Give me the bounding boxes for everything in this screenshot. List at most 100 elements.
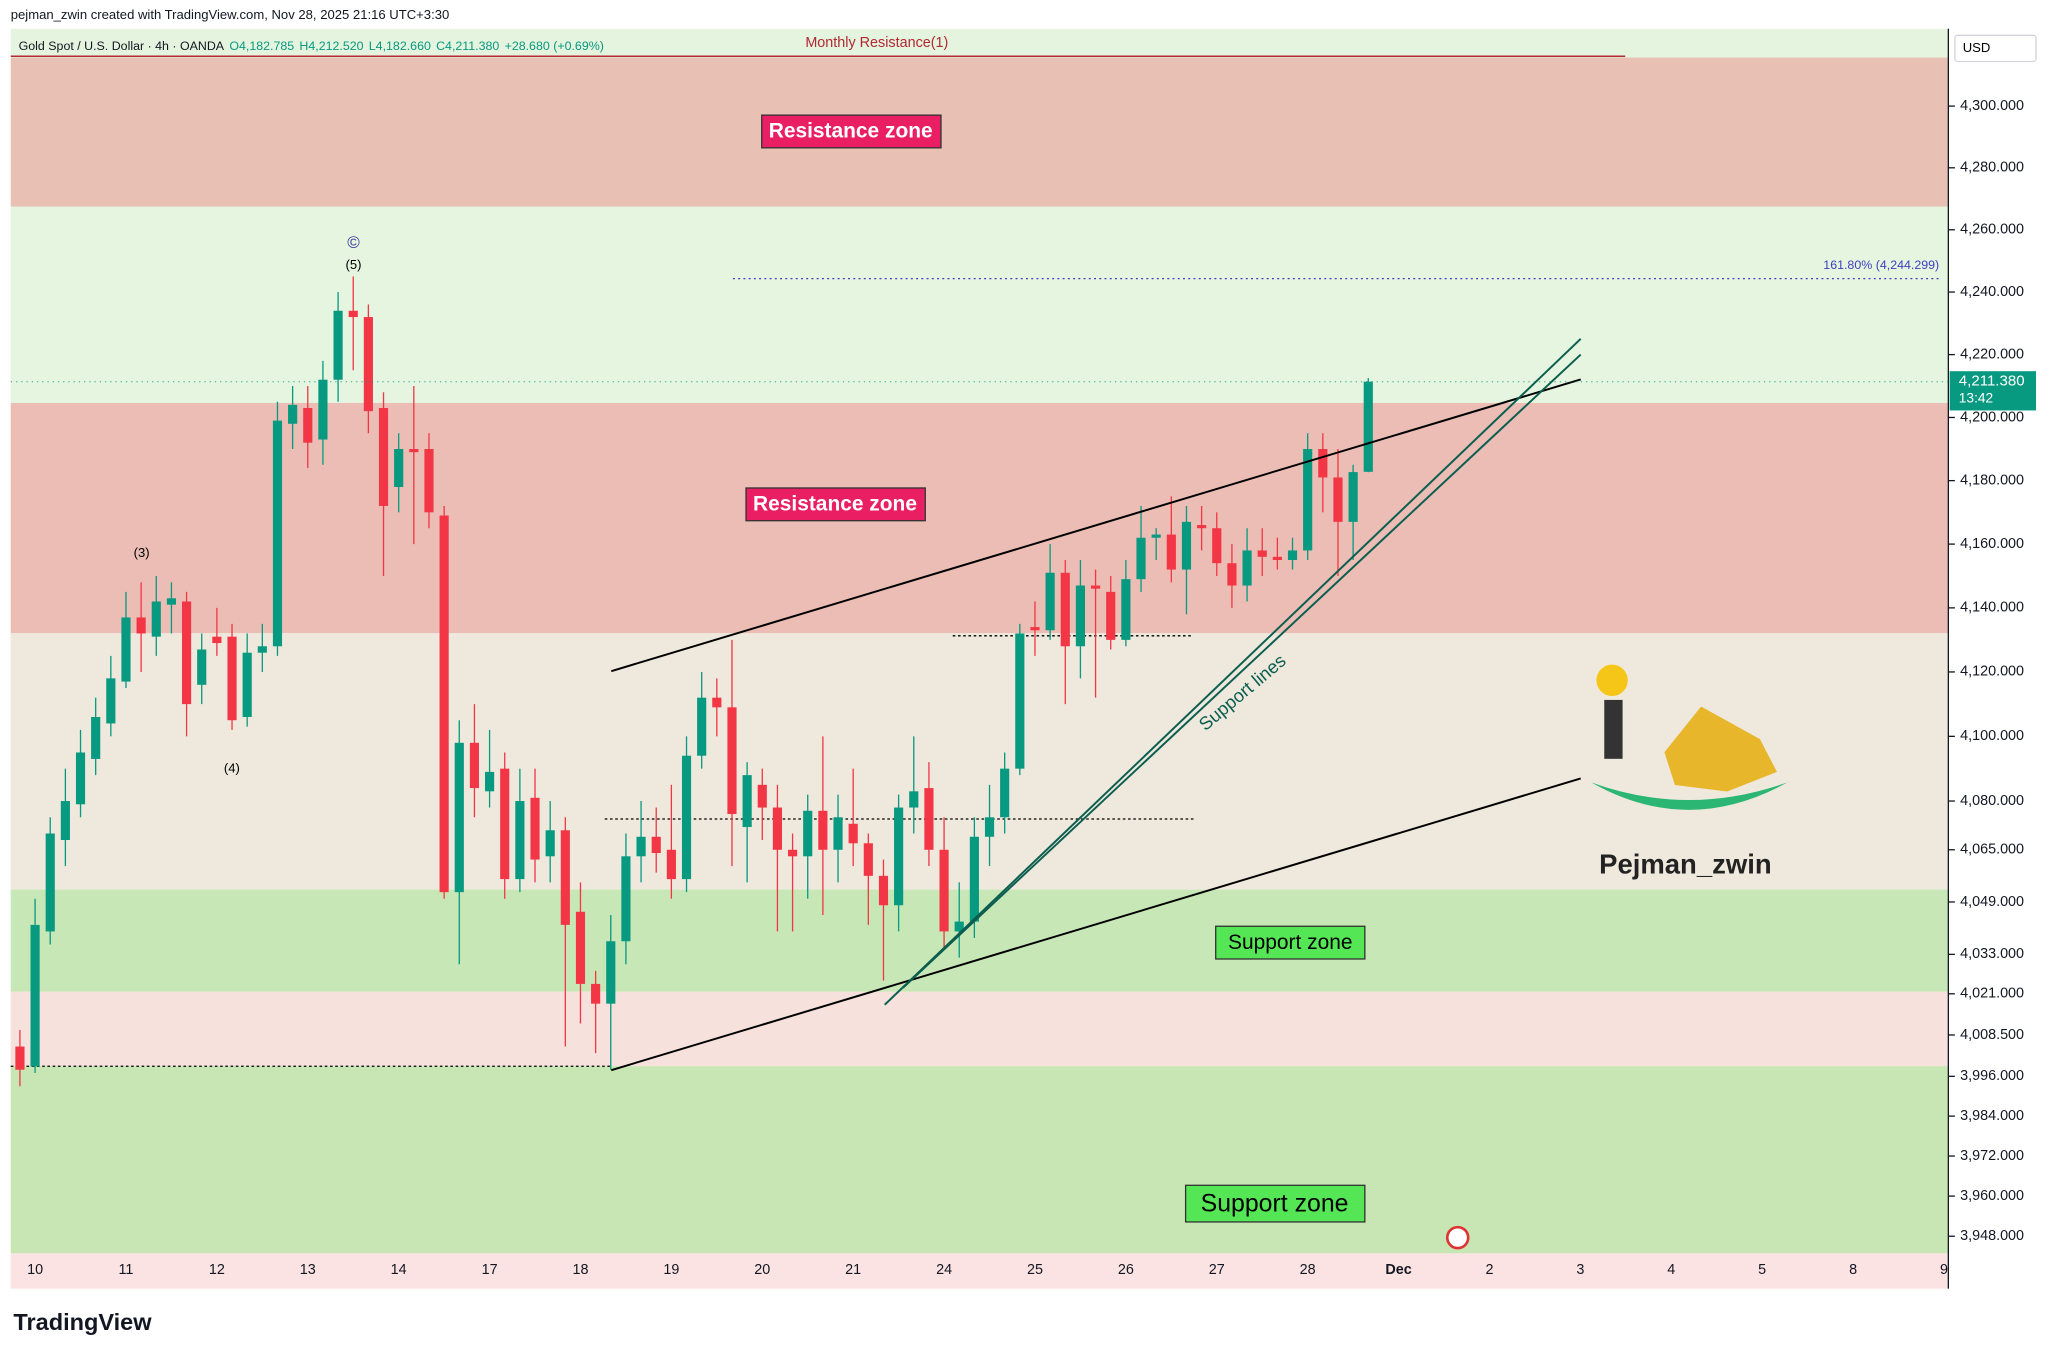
ohlc-change: +28.680 (+0.69%) [505,39,604,53]
candle-body [681,755,692,880]
candles [15,276,1373,1087]
candle-body [91,716,101,759]
candle-body [1121,579,1131,640]
candle-body [1000,768,1010,818]
last-price-box [1949,371,2036,411]
candle-body [757,784,767,808]
candle-body [939,849,949,932]
x-tick-label: 25 [1027,1262,1043,1278]
candle-body [242,652,252,717]
currency: USD [1963,40,1991,55]
candle-body [424,449,434,513]
candle-body [1348,472,1358,522]
y-tick-label: 4,100.000 [1960,728,2024,744]
candle-body [787,849,798,857]
x-tick-label: 20 [754,1262,770,1278]
candle-body [484,771,495,792]
neutral-zone [10,206,1949,403]
zone-label: Resistance zone [769,120,933,143]
candle-body [560,830,570,925]
zone-label-box [1184,1184,1366,1223]
support-zone [10,1066,1949,1254]
candle-body [333,310,343,380]
y-tick-label: 4,280.000 [1960,160,2024,176]
candle-body [106,678,116,724]
watermark: Pejman_zwin [1599,848,1772,879]
x-tick-label: 8 [1849,1262,1857,1278]
candle-body [1287,550,1298,561]
candle-body [697,697,707,756]
candle-body [60,801,70,841]
candle-body [742,775,752,828]
symbol-title: Gold Spot / U.S. Dollar · 4h · OANDA [19,39,225,53]
x-tick-label: 12 [209,1262,225,1278]
candle-body [909,791,919,808]
fib-label: 161.80% (4,244.299) [1823,258,1939,272]
candle-body [1030,627,1040,631]
candle-body [863,843,873,876]
candle-body [1212,528,1222,564]
candle-body [363,317,373,412]
candle-body [181,601,192,705]
y-tick-label: 4,180.000 [1960,472,2024,488]
y-tick-label: 4,300.000 [1960,98,2024,114]
candle-body [15,1046,25,1070]
miner-helmet [1596,664,1628,697]
candle-body [1090,585,1101,589]
candle-body [848,823,858,844]
candle-body [606,941,616,1004]
candle-body [772,807,783,850]
x-tick-label: 4 [1667,1262,1675,1278]
x-tick-label: 27 [1209,1262,1225,1278]
candle-body [227,636,237,721]
candle-body [969,836,979,922]
x-tick-label: 10 [27,1262,43,1278]
x-tick-label: 17 [482,1262,498,1278]
y-tick-label: 4,049.000 [1960,894,2024,910]
support-line [902,353,1582,989]
candle-body [894,807,904,906]
y-tick-label: 4,200.000 [1960,409,2024,425]
resistance-zone [10,402,1949,634]
candle-body [924,788,934,850]
ohlc-low: L4,182.660 [369,39,431,53]
candle-body [197,649,207,685]
x-tick-label: 3 [1576,1262,1584,1278]
candle-body [803,810,813,857]
last-price: 4,211.380 [1959,373,2025,390]
y-tick-label: 4,021.000 [1960,986,2024,1002]
candle-body [666,849,676,880]
candle-body [515,801,525,880]
candle-body [30,924,40,1067]
x-tick-label: 11 [119,1262,134,1278]
candle-body [303,408,313,443]
candle-body [1363,381,1373,472]
support-zone [10,889,1949,992]
x-tick-label: 13 [300,1262,316,1278]
y-tick-label: 4,220.000 [1960,346,2024,362]
candle-body [1257,550,1267,557]
candle-body [288,404,298,424]
candle-body [878,875,889,906]
logo-swoosh [1591,782,1788,810]
x-tick-label: 28 [1300,1262,1316,1278]
x-tick-label: Dec [1385,1262,1411,1278]
y-tick-label: 3,984.000 [1960,1108,2024,1124]
candle-body [318,379,328,440]
candle-body [348,310,358,318]
candle-body [1106,591,1116,640]
candle-body [1242,550,1252,586]
candle-body [257,646,267,653]
candle-body [166,598,177,605]
support-line [884,338,1582,1006]
candle-body [1075,585,1086,647]
candle-body [469,742,480,789]
x-tick-label: 18 [572,1262,588,1278]
candle-body [575,911,586,984]
y-tick-label: 3,960.000 [1960,1188,2024,1204]
y-tick-label: 4,008.500 [1960,1027,2024,1043]
ohlc-open: O4,182.785 [229,39,294,53]
zone-label: Support zone [1228,931,1352,954]
time-axis [10,1253,1949,1289]
